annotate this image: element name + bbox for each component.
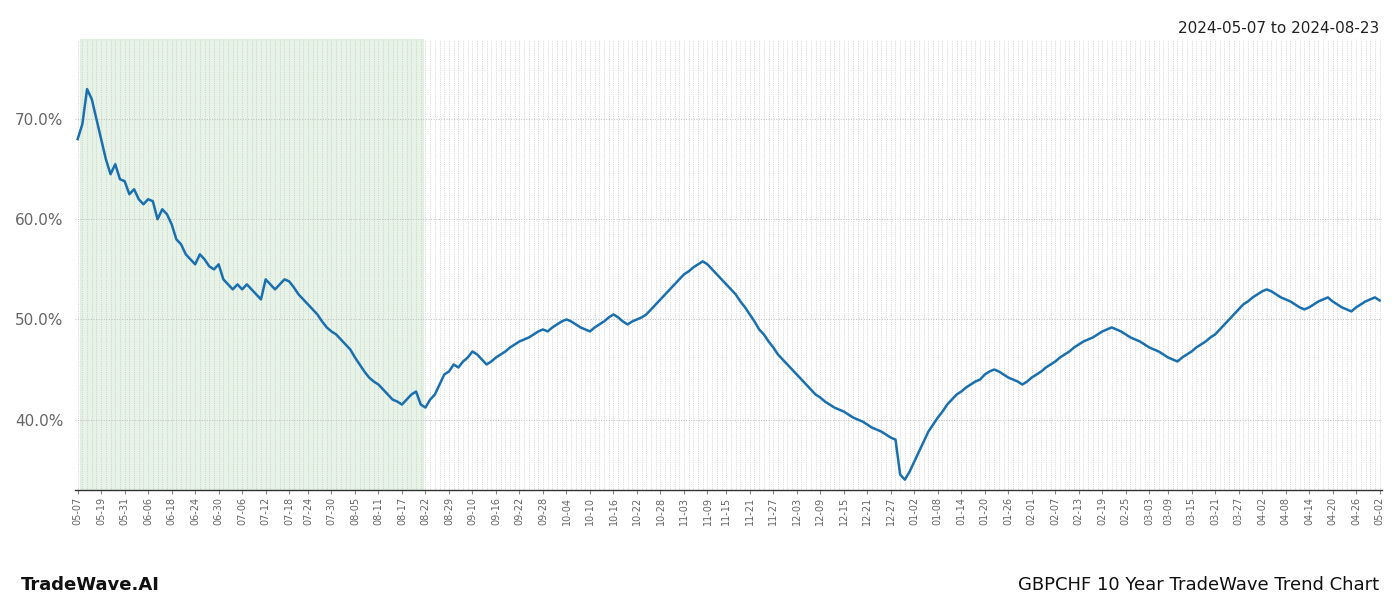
Text: TradeWave.AI: TradeWave.AI: [21, 576, 160, 594]
Text: 2024-05-07 to 2024-08-23: 2024-05-07 to 2024-08-23: [1177, 21, 1379, 36]
Bar: [80, 39, 423, 490]
Text: GBPCHF 10 Year TradeWave Trend Chart: GBPCHF 10 Year TradeWave Trend Chart: [1018, 576, 1379, 594]
